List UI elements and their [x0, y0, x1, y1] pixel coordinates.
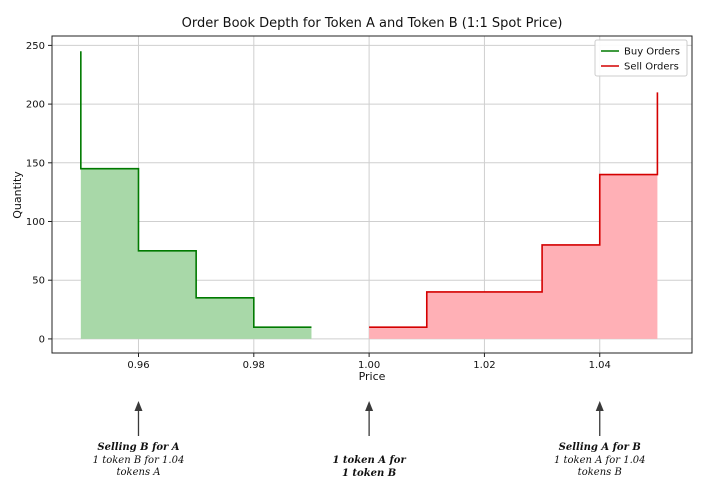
sell-orders-area	[369, 174, 658, 339]
annotation-line: 1 token A for	[332, 455, 406, 466]
annotation-arrow-head	[365, 401, 374, 411]
annotation-line: 1 token A for 1.04	[553, 454, 646, 466]
legend-label-sell-orders: Sell Orders	[624, 62, 679, 73]
x-tick-label: 0.98	[243, 360, 265, 371]
y-tick-label: 0	[39, 334, 45, 345]
y-tick-label: 100	[26, 217, 45, 228]
annotation-title: Selling B for A	[97, 442, 180, 453]
legend: Buy Orders Sell Orders	[594, 39, 688, 77]
annotation-line: 1 token B	[341, 467, 397, 479]
y-tick-label: 200	[26, 100, 45, 111]
x-axis-label: Price	[359, 370, 386, 383]
annotation-line: tokens B	[577, 467, 622, 478]
series-lines	[80, 51, 659, 328]
annotation-arrows	[134, 401, 604, 436]
annotation-title: Selling A for B	[558, 442, 641, 453]
x-tick-label: 0.96	[127, 360, 149, 371]
x-axis-ticks: 0.96 0.98 1.00 1.02 1.04	[127, 353, 611, 371]
annotation-text: 1 token A for 1 token B	[294, 455, 444, 480]
buy-orders-line	[80, 51, 312, 328]
x-tick-label: 1.00	[358, 360, 380, 371]
x-tick-label: 1.04	[589, 360, 611, 371]
annotation-arrow-head	[595, 401, 604, 411]
plot-frame	[51, 35, 693, 354]
y-tick-label: 50	[32, 276, 45, 287]
chart-title: Order Book Depth for Token A and Token B…	[182, 16, 563, 31]
legend-label-buy-orders: Buy Orders	[624, 47, 680, 58]
sell-orders-line	[369, 92, 659, 328]
annotation-line: tokens A	[116, 467, 161, 478]
x-tick-label: 1.02	[473, 360, 495, 371]
y-tick-label: 250	[26, 41, 45, 52]
y-axis-ticks: 0 50 100 150 200 250	[26, 41, 52, 345]
y-axis-label: Quantity	[11, 171, 24, 219]
annotation-line: 1 token B for 1.04	[92, 454, 185, 466]
annotation-arrow-head	[134, 401, 143, 411]
y-tick-label: 150	[26, 158, 45, 169]
legend-box	[594, 39, 688, 77]
